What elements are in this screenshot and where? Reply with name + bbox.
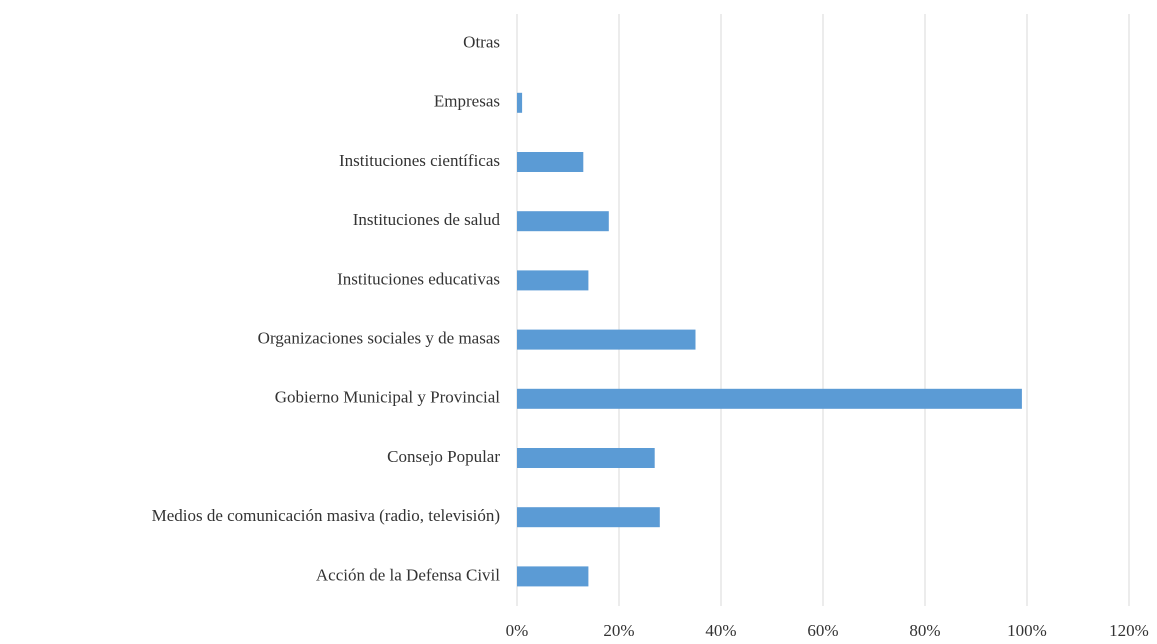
x-tick-label: 80% [909, 621, 940, 640]
bar [517, 211, 609, 232]
y-tick-label: Gobierno Municipal y Provincial [275, 388, 500, 407]
y-tick-label: Acción de la Defensa Civil [316, 565, 500, 584]
bar [517, 388, 1022, 409]
x-tick-label: 0% [506, 621, 529, 640]
bar [517, 92, 523, 113]
bar [517, 507, 660, 528]
y-tick-label: Consejo Popular [387, 447, 500, 466]
y-tick-label: Organizaciones sociales y de masas [258, 329, 500, 348]
x-tick-label: 120% [1109, 621, 1149, 640]
y-tick-label: Instituciones educativas [337, 269, 500, 288]
y-tick-label: Instituciones de salud [353, 210, 501, 229]
bar [517, 329, 696, 350]
bar [517, 566, 589, 587]
y-tick-label: Medios de comunicación masiva (radio, te… [152, 506, 500, 525]
y-tick-label: Instituciones científicas [339, 151, 500, 170]
bar [517, 152, 584, 172]
x-tick-label: 100% [1007, 621, 1047, 640]
x-tick-label: 40% [705, 621, 736, 640]
y-tick-label: Empresas [434, 92, 500, 111]
y-tick-label: Otras [463, 33, 500, 52]
x-tick-label: 20% [603, 621, 634, 640]
x-tick-label: 60% [807, 621, 838, 640]
bar [517, 270, 589, 291]
bar [517, 448, 655, 468]
